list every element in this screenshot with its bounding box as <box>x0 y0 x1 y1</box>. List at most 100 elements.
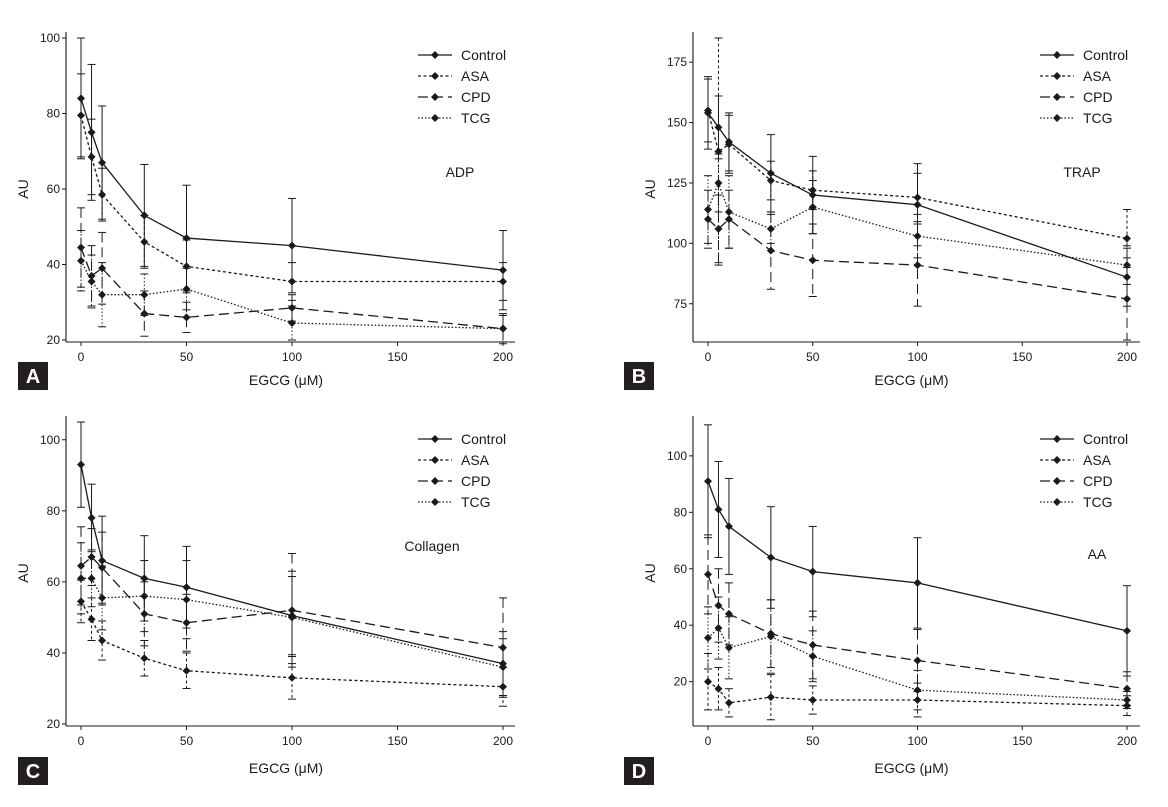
panel-letter: C <box>26 761 40 783</box>
data-point <box>87 152 96 161</box>
y-tick-label: 80 <box>47 504 61 518</box>
series-tcg <box>704 153 1131 285</box>
series-control <box>704 424 1131 677</box>
data-point <box>77 243 85 252</box>
data-point <box>140 237 149 246</box>
data-point <box>808 696 817 705</box>
x-tick-label: 0 <box>705 734 712 748</box>
data-point <box>724 207 733 216</box>
legend-marker <box>1053 498 1061 506</box>
x-tick-label: 150 <box>1012 350 1032 364</box>
legend-label: CPD <box>461 473 491 489</box>
legend-marker <box>431 72 439 80</box>
legend-label: ASA <box>461 452 490 468</box>
panel-letter-badge <box>18 757 48 785</box>
panel-a: 20 40 60 80 100 0 50 100 150 200 EGCG (μM) AU Contro… <box>15 31 515 390</box>
legend-marker <box>1053 93 1061 101</box>
panel-letter-badge <box>18 362 48 390</box>
error-bar <box>913 223 922 307</box>
y-tick-label: 100 <box>40 433 60 447</box>
data-point <box>913 696 922 705</box>
y-axis-title: AU <box>642 179 658 198</box>
legend-label: CPD <box>1083 473 1113 489</box>
y-tick-label: 80 <box>47 107 61 121</box>
data-point <box>714 505 723 514</box>
error-bar <box>724 616 733 680</box>
panel-letter: B <box>632 366 646 388</box>
legend-label: TCG <box>1083 110 1113 126</box>
legend-label: TCG <box>1083 494 1113 510</box>
data-point <box>140 592 149 601</box>
data-point <box>714 624 723 633</box>
data-point <box>98 264 107 273</box>
legend-marker <box>1053 456 1061 464</box>
agonist-label: Collagen <box>404 538 459 554</box>
data-point <box>1123 696 1131 705</box>
agonist-label: ADP <box>446 164 475 180</box>
agonist-label: TRAP <box>1063 164 1100 180</box>
legend-marker <box>431 435 439 443</box>
data-point <box>913 686 922 695</box>
data-point <box>98 556 107 565</box>
error-bar <box>1123 245 1131 285</box>
data-point <box>98 190 107 199</box>
data-point <box>87 513 96 522</box>
legend: Control ASA CPD TCG <box>1040 431 1128 510</box>
data-point <box>913 193 922 202</box>
legend-marker <box>1053 72 1061 80</box>
data-point <box>140 290 149 299</box>
legend-label: Control <box>1083 47 1128 63</box>
error-bar <box>182 267 191 311</box>
data-point <box>77 597 85 606</box>
data-point <box>808 567 817 576</box>
data-point <box>714 224 723 233</box>
error-bar <box>288 305 296 341</box>
error-bar <box>714 596 723 660</box>
error-bar <box>140 214 149 269</box>
x-tick-label: 50 <box>806 350 820 364</box>
x-tick-label: 200 <box>493 734 513 748</box>
y-tick-label: 100 <box>667 236 687 250</box>
y-tick-label: 40 <box>47 646 61 660</box>
panel-d: 20 40 60 80 100 0 50 100 150 200 EGCG (μM) AU Contro… <box>624 416 1140 785</box>
x-tick-label: 200 <box>493 350 513 364</box>
x-tick-label: 100 <box>282 734 302 748</box>
data-point <box>913 232 922 241</box>
x-tick-label: 150 <box>387 350 407 364</box>
panel-letter: A <box>26 366 40 388</box>
data-point <box>913 261 922 270</box>
data-point <box>724 609 733 618</box>
x-tick-label: 200 <box>1117 350 1137 364</box>
error-bar <box>704 175 712 244</box>
error-bar <box>766 599 775 674</box>
panel-letter-badge <box>624 757 654 785</box>
y-tick-label: 60 <box>674 562 688 576</box>
data-point <box>182 313 191 322</box>
x-axis-title: EGCG (μM) <box>874 760 948 776</box>
panel-b: 75 100 125 150 175 0 50 100 150 200 EGCG (μM) AU Con… <box>624 32 1140 390</box>
legend-label: Control <box>461 47 506 63</box>
data-point <box>288 277 296 286</box>
y-tick-label: 60 <box>47 182 61 196</box>
error-bar <box>808 685 817 715</box>
data-point <box>724 698 733 707</box>
data-point <box>182 618 191 627</box>
data-point <box>87 615 96 624</box>
x-axis-title: EGCG (μM) <box>249 372 323 388</box>
data-point <box>1123 261 1131 270</box>
x-tick-label: 200 <box>1117 734 1137 748</box>
y-tick-label: 20 <box>47 333 61 347</box>
data-point <box>913 656 922 665</box>
legend-marker <box>431 456 439 464</box>
series-asa <box>77 579 507 707</box>
data-point <box>98 593 107 602</box>
data-point <box>1123 684 1131 693</box>
error-bar <box>704 606 712 670</box>
x-tick-label: 0 <box>705 350 712 364</box>
x-tick-label: 150 <box>387 734 407 748</box>
data-point <box>1123 234 1131 243</box>
data-point <box>704 106 712 115</box>
error-bar <box>98 167 107 222</box>
data-point <box>724 643 733 652</box>
